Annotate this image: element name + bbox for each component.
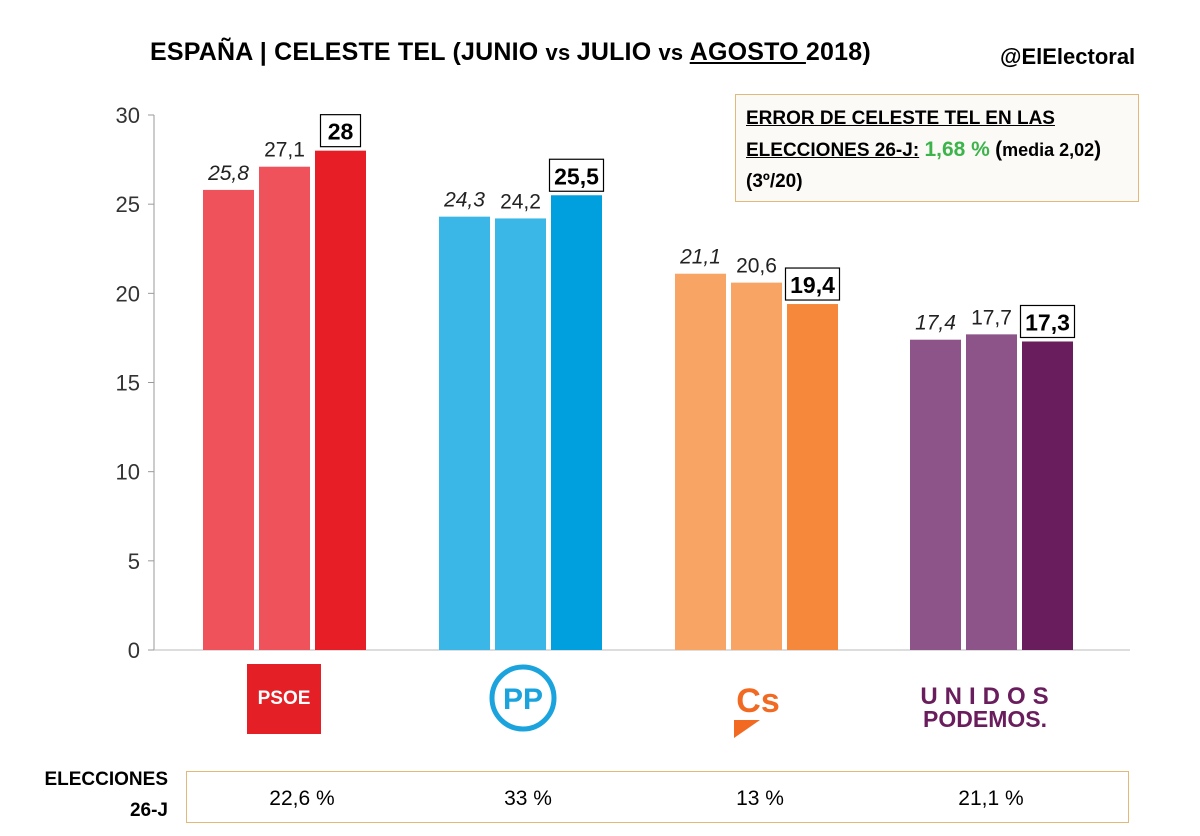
- elections-label: ELECCIONES 26-J: [18, 764, 168, 826]
- bar: [203, 189, 254, 650]
- elections-label-line1: ELECCIONES: [44, 769, 168, 790]
- data-label: 19,4: [790, 272, 835, 298]
- bar: [315, 150, 366, 650]
- title-junio: JUNIO: [460, 38, 546, 66]
- title-julio: JULIO: [576, 38, 659, 66]
- data-label: 17,7: [971, 306, 1012, 329]
- title-vs-2: vs: [658, 40, 690, 65]
- cs-logo: Cs: [734, 682, 780, 738]
- elections-label-line2: 26-J: [129, 800, 168, 821]
- cs-logo-triangle: [734, 720, 760, 738]
- error-line-1: ERROR DE CELESTE TEL EN LAS: [746, 108, 1055, 129]
- cs-logo-text: Cs: [736, 682, 779, 720]
- paren-open: (: [995, 138, 1003, 161]
- elections-results-box: [186, 771, 1129, 823]
- chart-title: ESPAÑA | CELESTE TEL (JUNIO vs JULIO vs …: [150, 38, 950, 67]
- error-rank: (3º/20): [746, 171, 803, 192]
- data-label-box: [548, 158, 605, 192]
- podemos-logo-line2: PODEMOS.: [923, 706, 1047, 732]
- y-tick-label: 0: [128, 638, 140, 663]
- data-label: 24,3: [443, 189, 485, 212]
- data-label-box: [784, 267, 841, 301]
- y-tick-label: 20: [116, 281, 140, 306]
- elections-value-psoe: 22,6 %: [269, 787, 335, 810]
- bar: [910, 339, 961, 650]
- data-label: 25,8: [207, 162, 249, 185]
- title-vs-1: vs: [545, 40, 577, 65]
- psoe-logo-text: PSOE: [257, 688, 311, 709]
- bar: [675, 273, 726, 650]
- data-label: 28: [328, 119, 354, 145]
- y-tick-label: 15: [116, 371, 140, 396]
- bar: [1022, 341, 1073, 650]
- data-label: 17,4: [915, 312, 956, 335]
- elections-value-podemos: 21,1 %: [958, 787, 1024, 810]
- data-label: 21,1: [679, 246, 721, 269]
- psoe-logo: PSOE: [247, 664, 321, 734]
- bar: [495, 218, 546, 650]
- pp-logo: PP: [489, 664, 557, 732]
- data-label: 20,6: [736, 255, 777, 278]
- podemos-logo-line1: UNIDOS: [920, 683, 1055, 710]
- paren-close: ): [1094, 138, 1102, 161]
- podemos-logo: UNIDOS PODEMOS.: [920, 683, 1055, 732]
- error-average: media 2,02: [1002, 140, 1095, 160]
- title-agosto: AGOSTO: [689, 38, 806, 66]
- bar: [966, 334, 1017, 650]
- y-tick-label: 10: [116, 460, 140, 485]
- error-info-box: ERROR DE CELESTE TEL EN LAS ELECCIONES 2…: [735, 94, 1139, 202]
- elections-value-cs: 13 %: [736, 787, 784, 810]
- y-tick-label: 25: [116, 192, 140, 217]
- error-value: 1,68 %: [924, 138, 990, 161]
- data-label: 24,2: [500, 190, 541, 213]
- bar: [787, 304, 838, 650]
- data-label: 17,3: [1025, 309, 1070, 335]
- data-label-box: [1019, 304, 1076, 339]
- bar: [259, 166, 310, 650]
- elections-value-pp: 33 %: [504, 787, 552, 810]
- y-tick-label: 5: [128, 549, 140, 574]
- twitter-handle: @ElElectoral: [1000, 44, 1136, 69]
- data-label: 27,1: [264, 139, 305, 162]
- bar: [439, 216, 490, 650]
- data-label-box: [319, 114, 362, 148]
- bar: [731, 282, 782, 650]
- bar: [551, 195, 602, 650]
- pp-logo-text: PP: [503, 683, 543, 716]
- title-year: 2018): [805, 38, 871, 66]
- data-label: 25,5: [554, 163, 599, 189]
- y-tick-label: 30: [116, 103, 140, 128]
- title-main: ESPAÑA | CELESTE TEL (: [150, 38, 461, 66]
- error-line-2: ELECCIONES 26-J:: [746, 140, 920, 161]
